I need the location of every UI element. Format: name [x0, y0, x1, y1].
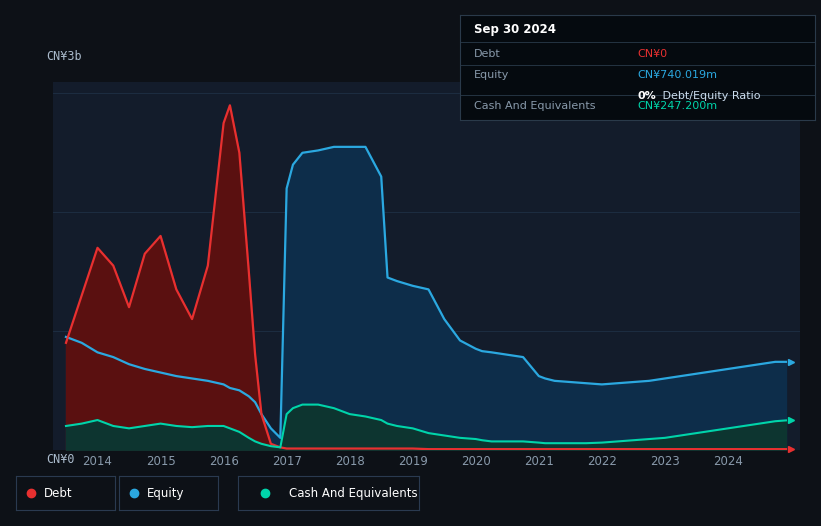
Text: Sep 30 2024: Sep 30 2024 — [475, 23, 556, 36]
Text: Cash And Equivalents: Cash And Equivalents — [289, 487, 417, 500]
Text: Equity: Equity — [475, 69, 510, 79]
Text: CN¥740.019m: CN¥740.019m — [637, 69, 718, 79]
Text: Equity: Equity — [147, 487, 184, 500]
Text: CN¥0: CN¥0 — [46, 453, 75, 467]
Text: 0%: 0% — [637, 90, 656, 100]
Text: CN¥3b: CN¥3b — [46, 50, 81, 63]
Text: Cash And Equivalents: Cash And Equivalents — [475, 101, 596, 111]
Text: CN¥0: CN¥0 — [637, 48, 667, 58]
Text: Debt: Debt — [475, 48, 501, 58]
Text: Debt/Equity Ratio: Debt/Equity Ratio — [658, 90, 760, 100]
Text: Debt: Debt — [44, 487, 72, 500]
Text: CN¥247.200m: CN¥247.200m — [637, 101, 718, 111]
